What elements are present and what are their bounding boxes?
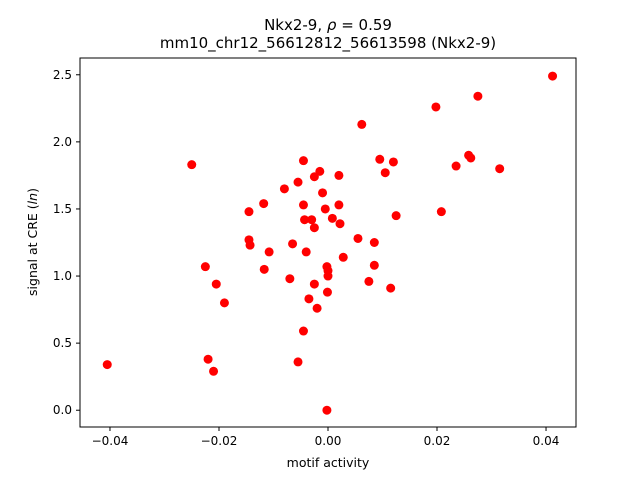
data-point	[102, 360, 112, 370]
data-point	[466, 153, 476, 163]
data-point	[293, 357, 303, 367]
data-point	[187, 160, 197, 170]
data-point	[307, 215, 317, 225]
data-point	[369, 238, 379, 247]
data-point	[375, 154, 385, 164]
data-point	[353, 233, 363, 243]
y-tick-label: 2.0	[53, 135, 72, 149]
y-tick-label: 0.0	[53, 403, 72, 417]
data-point	[318, 188, 328, 198]
data-point	[244, 207, 254, 217]
data-point	[436, 207, 446, 217]
y-tick-label: 0.5	[53, 336, 72, 350]
y-axis-label: signal at CRE (ln)	[25, 188, 40, 296]
data-point	[315, 166, 325, 176]
data-point	[264, 247, 274, 257]
data-point	[386, 283, 396, 293]
data-point	[322, 287, 332, 297]
data-point	[298, 326, 308, 336]
data-point	[203, 354, 213, 364]
x-tick-label: 0.04	[533, 434, 560, 448]
data-point	[298, 200, 308, 210]
points-layer	[102, 71, 558, 415]
data-point	[334, 200, 344, 210]
data-point	[473, 91, 483, 101]
x-tick-label: 0.00	[315, 434, 342, 448]
data-point	[245, 240, 255, 250]
data-point	[200, 262, 210, 272]
data-point	[301, 247, 311, 257]
y-tick-label: 1.0	[53, 269, 72, 283]
y-tick-label: 2.5	[53, 68, 72, 82]
data-point	[211, 279, 221, 289]
data-point	[298, 156, 308, 166]
data-point	[327, 213, 337, 223]
data-point	[300, 215, 310, 225]
data-point	[380, 168, 390, 178]
data-point	[388, 157, 398, 167]
data-point	[495, 164, 505, 174]
data-point	[304, 294, 314, 304]
data-point	[259, 199, 269, 209]
data-point	[320, 204, 330, 214]
data-point	[312, 303, 322, 313]
data-point	[293, 177, 303, 187]
data-point	[209, 366, 219, 376]
data-point	[285, 274, 295, 284]
data-point	[431, 102, 441, 112]
data-point	[219, 298, 229, 308]
data-point	[322, 405, 332, 415]
data-point	[279, 184, 289, 194]
y-tick-label: 1.5	[53, 202, 72, 216]
data-point	[338, 252, 348, 262]
x-tick-label: −0.04	[92, 434, 129, 448]
data-point	[259, 264, 269, 274]
x-axis-label: motif activity	[287, 455, 370, 470]
data-point	[364, 276, 374, 286]
plot-frame	[79, 57, 577, 428]
data-point	[548, 71, 558, 81]
data-point	[334, 170, 344, 180]
data-point	[309, 223, 319, 233]
chart-title: Nkx2-9, ρ = 0.59	[264, 16, 392, 34]
data-point	[335, 219, 345, 229]
data-point	[323, 271, 333, 281]
x-tick-label: 0.02	[424, 434, 451, 448]
y-axis-ticks: 0.0 0.5 1.0 1.5 2.0 2.5	[53, 68, 80, 417]
data-point	[451, 161, 461, 171]
data-point	[309, 279, 319, 289]
data-point	[391, 211, 401, 221]
chart-subtitle: mm10_chr12_56612812_56613598 (Nkx2-9)	[160, 34, 496, 53]
data-point	[357, 119, 367, 129]
data-point	[369, 260, 379, 270]
x-tick-label: −0.02	[201, 434, 238, 448]
x-axis-ticks: −0.04 −0.02 0.00 0.02 0.04	[92, 427, 560, 448]
data-point	[288, 239, 298, 249]
